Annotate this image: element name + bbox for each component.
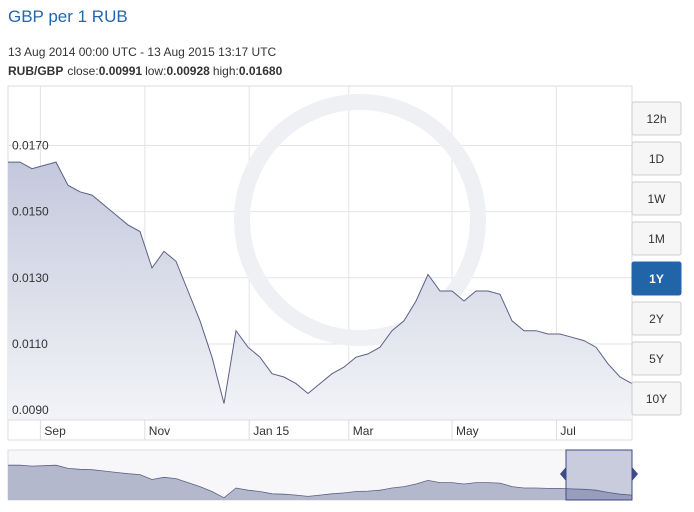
area [8, 465, 632, 500]
range-button-label[interactable]: 12h [646, 112, 666, 126]
range-button-label[interactable]: 5Y [649, 352, 664, 366]
x-tick-label: May [456, 424, 479, 438]
plot: 0.0090 0.0110 0.0130 0.0150 0.0170 [8, 139, 633, 420]
y-tick-label: 0.0110 [12, 337, 48, 351]
range-button[interactable] [631, 141, 682, 176]
range-button[interactable] [631, 261, 682, 296]
x-tick-label: Sep [44, 424, 66, 438]
range-button-label[interactable]: 10Y [646, 392, 667, 406]
range-button[interactable] [631, 221, 682, 256]
stat-value: 0.00991 [99, 64, 143, 78]
x-tick-label: Jan 15 [253, 424, 289, 438]
navigator-selection[interactable] [565, 449, 633, 501]
range-button-label[interactable]: 1Y [649, 272, 664, 286]
x-tick-label: Jul [560, 424, 575, 438]
area [8, 162, 632, 420]
range-button[interactable] [631, 381, 682, 416]
navigator-handle-right[interactable] [632, 467, 638, 481]
y-tick-label: 0.0130 [12, 271, 49, 285]
stat-label: high: [213, 64, 239, 78]
subtitle: 13 Aug 2014 00:00 UTC - 13 Aug 2015 13:1… [8, 45, 277, 59]
stat-value: 0.01680 [239, 64, 283, 78]
line [8, 464, 633, 499]
pair: RUB/GBP [8, 64, 63, 78]
range-button[interactable] [631, 341, 682, 376]
navigator-plot [8, 464, 633, 500]
line [8, 161, 633, 404]
range-buttons: 12h 1D 1W 1M 1Y 2Y 5Y 10Y [631, 101, 682, 416]
navigator-handle-left[interactable] [560, 467, 566, 481]
range-button[interactable] [631, 181, 682, 216]
y-tick-label: 0.0090 [12, 403, 49, 417]
y-tick-label: 0.0150 [12, 205, 49, 219]
range-button[interactable] [631, 101, 682, 136]
range-button[interactable] [631, 301, 682, 336]
chart-title: GBP per 1 RUB [8, 7, 128, 26]
stat-label: close: [67, 64, 98, 78]
watermark [234, 94, 486, 346]
range-button-label[interactable]: 1D [649, 152, 665, 166]
stat-label: low: [145, 64, 166, 78]
range-button-label[interactable]: 1W [648, 192, 667, 206]
stat-value: 0.00928 [166, 64, 210, 78]
range-button-label[interactable]: 1M [648, 232, 665, 246]
summary: RUB/GBP close:0.00991 low:0.00928 high:0.01… [8, 64, 283, 78]
x-axis [7, 419, 633, 441]
x-tick-label: Nov [149, 424, 170, 438]
range-button-label[interactable]: 2Y [649, 312, 664, 326]
x-axis-labels: Sep Nov Jan 15 Mar May Jul [39, 420, 576, 440]
x-tick-label: Mar [353, 424, 374, 438]
y-tick-label: 0.0170 [12, 139, 49, 153]
